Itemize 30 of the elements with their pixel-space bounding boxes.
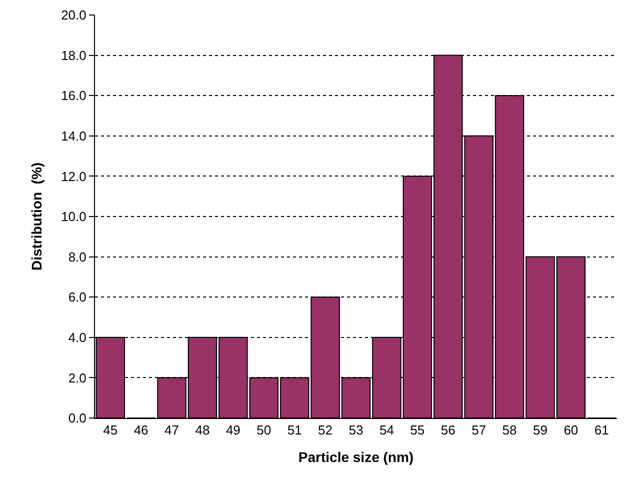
x-tick-label: 49 (226, 422, 240, 438)
x-tick-label: 53 (348, 422, 364, 438)
y-tick-label: 20.0 (61, 8, 86, 23)
y-tick-label: 16.0 (61, 88, 86, 104)
y-tick-label: 2.0 (68, 370, 86, 386)
x-tick-label: 48 (195, 422, 210, 438)
x-axis-title: Particle size (nm) (298, 448, 414, 465)
y-tick-label: 8.0 (68, 249, 86, 264)
x-tick-label: 47 (164, 422, 179, 438)
x-tick-label: 46 (134, 422, 148, 438)
x-tick-label: 57 (472, 422, 486, 438)
y-tick-label: 0.0 (68, 410, 86, 426)
x-tick-label: 51 (287, 422, 302, 438)
x-tick-label: 59 (533, 422, 548, 438)
x-tick-label: 56 (440, 422, 456, 438)
x-tick-label: 52 (318, 422, 333, 438)
x-tick-label: 54 (379, 422, 394, 438)
x-tick-label: 50 (256, 422, 272, 438)
x-tick-label: 58 (502, 422, 517, 438)
y-tick-label: 18.0 (61, 48, 86, 63)
x-tick-label: 61 (594, 422, 609, 438)
y-tick-label: 6.0 (68, 290, 86, 305)
y-axis-title: Distribution (%) (28, 162, 45, 271)
x-tick-label: 45 (103, 422, 118, 438)
y-tick-label: 14.0 (61, 128, 86, 144)
x-tick-label: 60 (564, 422, 578, 438)
x-tick-label: 55 (410, 422, 425, 438)
y-tick-label: 12.0 (61, 168, 86, 184)
y-tick-label: 10.0 (61, 209, 86, 224)
y-tick-label: 4.0 (68, 330, 86, 345)
